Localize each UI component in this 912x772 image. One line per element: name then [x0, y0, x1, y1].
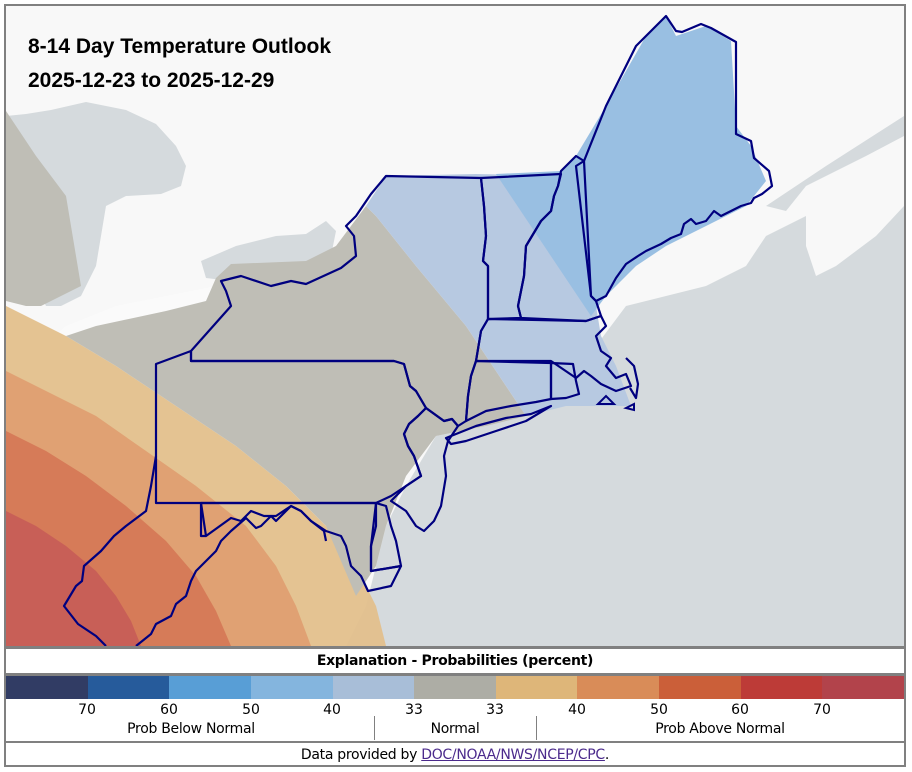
legend-tick: 33 — [405, 702, 423, 718]
state-borders — [62, 14, 774, 646]
legend-ticks: 70 60 50 40 33 33 40 50 60 70 — [6, 699, 904, 721]
legend-tick: 50 — [242, 702, 260, 718]
legend-tick: 40 — [568, 702, 586, 718]
map-title-line1: 8-14 Day Temperature Outlook — [28, 35, 332, 58]
legend-categories: Prob Below Normal Normal Prob Above Norm… — [6, 716, 904, 743]
outlook-frame: 8-14 Day Temperature Outlook 2025-12-23 … — [4, 4, 906, 767]
legend-swatch-below-33 — [332, 676, 415, 699]
legend-tick: 33 — [486, 702, 504, 718]
legend-tick: 40 — [323, 702, 341, 718]
data-credit: Data provided by DOC/NOAA/NWS/NCEP/CPC. — [6, 743, 904, 767]
above-60-band — [6, 511, 141, 646]
land-nova-scotia — [806, 136, 904, 276]
map-title: 8-14 Day Temperature Outlook 2025-12-23 … — [28, 30, 331, 98]
normal-region — [6, 111, 81, 306]
legend-tick: 70 — [813, 702, 831, 718]
border-new-jersey — [389, 406, 460, 533]
border-west-virginia — [62, 455, 328, 646]
legend-tick: 60 — [731, 702, 749, 718]
legend-swatch-below-40 — [250, 676, 333, 699]
legend-color-bar — [6, 676, 905, 699]
credit-suffix: . — [604, 747, 610, 763]
legend-separator — [536, 716, 537, 740]
below-40-band — [496, 16, 766, 316]
island-marthas-vineyard — [595, 394, 617, 405]
border-rhode-island — [549, 361, 581, 401]
water-bay-of-fundy — [766, 116, 904, 211]
legend-category-normal: Normal — [430, 721, 480, 737]
legend-tick: 70 — [78, 702, 96, 718]
border-cape-cod — [625, 357, 640, 400]
legend-swatch-above-33 — [495, 676, 578, 699]
legend-tick: 50 — [650, 702, 668, 718]
legend-swatch-above-60 — [740, 676, 823, 699]
legend-title: Explanation - Probabilities (percent) — [6, 649, 904, 676]
legend-tick: 60 — [160, 702, 178, 718]
island-nantucket — [623, 402, 635, 412]
legend-category-below: Prob Below Normal — [127, 721, 255, 737]
legend-swatch-below-50 — [169, 676, 251, 699]
legend-panel: Explanation - Probabilities (percent) 70… — [6, 646, 905, 767]
legend-swatch-above-50 — [659, 676, 741, 699]
outlook-map[interactable]: 8-14 Day Temperature Outlook 2025-12-23 … — [6, 6, 904, 646]
border-maryland — [199, 501, 403, 593]
legend-separator — [374, 716, 375, 740]
border-long-island — [444, 404, 553, 446]
map-canvas — [6, 6, 904, 646]
legend-swatch-normal — [414, 676, 496, 699]
credit-prefix: Data provided by — [300, 747, 422, 763]
map-title-line2: 2025-12-23 to 2025-12-29 — [28, 69, 275, 92]
legend-swatch-below-60 — [87, 676, 170, 699]
border-maine — [574, 14, 774, 303]
credit-link[interactable]: DOC/NOAA/NWS/NCEP/CPC — [421, 747, 605, 763]
legend-category-above: Prob Above Normal — [655, 721, 785, 737]
legend-swatch-above-40 — [577, 676, 660, 699]
normal-region-main — [66, 206, 526, 596]
legend-swatch-above-70 — [822, 676, 905, 699]
legend-swatch-below-70 — [6, 676, 88, 699]
